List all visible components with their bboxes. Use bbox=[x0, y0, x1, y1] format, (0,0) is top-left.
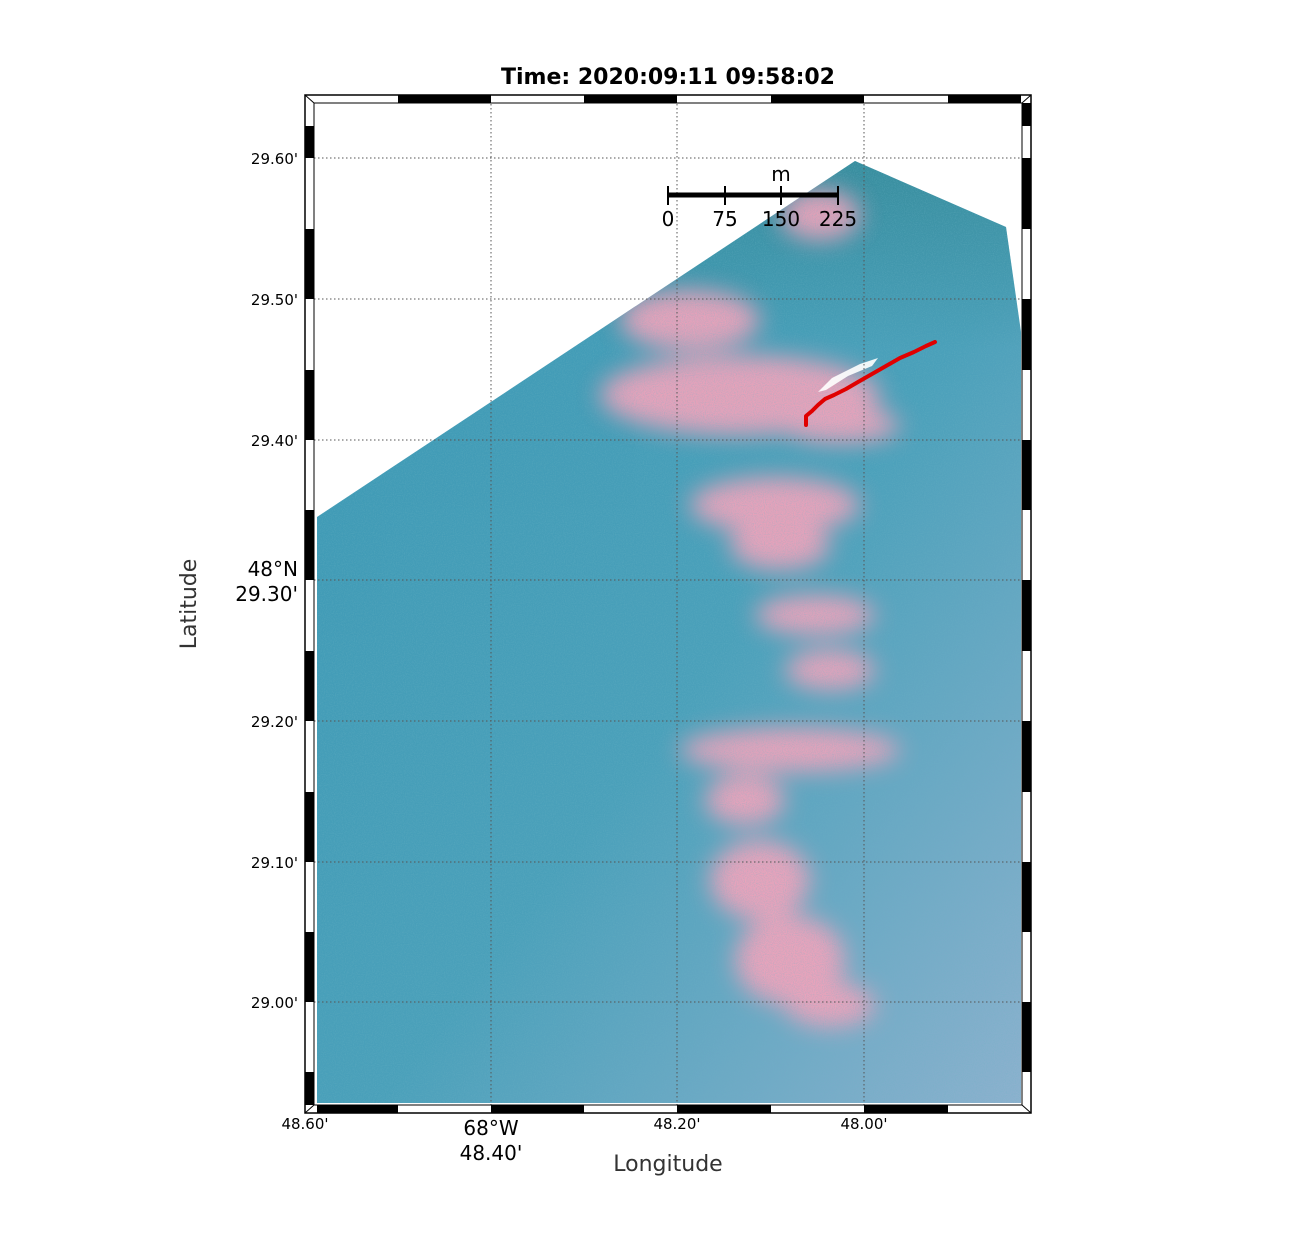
lat-tick-labels: 29.60' 29.50' 29.40' 48°N 29.30' 29.20' … bbox=[235, 150, 298, 1012]
x-axis-label: Longitude bbox=[613, 1152, 722, 1177]
wake bbox=[818, 358, 878, 392]
scale-label: 0 bbox=[662, 207, 675, 231]
ship-track bbox=[804, 340, 937, 427]
lon-tick: 48.00' bbox=[840, 1115, 887, 1133]
graticule bbox=[310, 100, 1026, 1108]
scale-bar: m 0 75 150 225 bbox=[662, 162, 857, 231]
scale-unit: m bbox=[771, 162, 790, 186]
lat-tick: 29.20' bbox=[251, 713, 298, 731]
lon-tick: 48.40' bbox=[460, 1141, 523, 1165]
lat-tick: 29.50' bbox=[251, 291, 298, 309]
y-axis-label: Latitude bbox=[177, 559, 202, 650]
scale-label: 75 bbox=[712, 207, 737, 231]
scale-label: 150 bbox=[762, 207, 800, 231]
lon-tick: 68°W bbox=[463, 1116, 518, 1140]
lat-tick: 29.40' bbox=[251, 432, 298, 450]
imagery-swath bbox=[317, 161, 1021, 1103]
lon-tick: 48.20' bbox=[653, 1115, 700, 1133]
lat-tick: 48°N bbox=[248, 557, 298, 581]
lat-tick: 29.00' bbox=[251, 994, 298, 1012]
lon-tick: 48.60' bbox=[281, 1115, 328, 1133]
lon-tick-labels: 48.60' 68°W 48.40' 48.20' 48.00' bbox=[281, 1115, 887, 1165]
lat-tick: 29.60' bbox=[251, 150, 298, 168]
scale-label: 225 bbox=[819, 207, 857, 231]
map-title: Time: 2020:09:11 09:58:02 bbox=[501, 65, 835, 90]
lat-tick: 29.30' bbox=[235, 582, 298, 606]
lat-tick: 29.10' bbox=[251, 854, 298, 872]
map-frame bbox=[304, 94, 1032, 1114]
